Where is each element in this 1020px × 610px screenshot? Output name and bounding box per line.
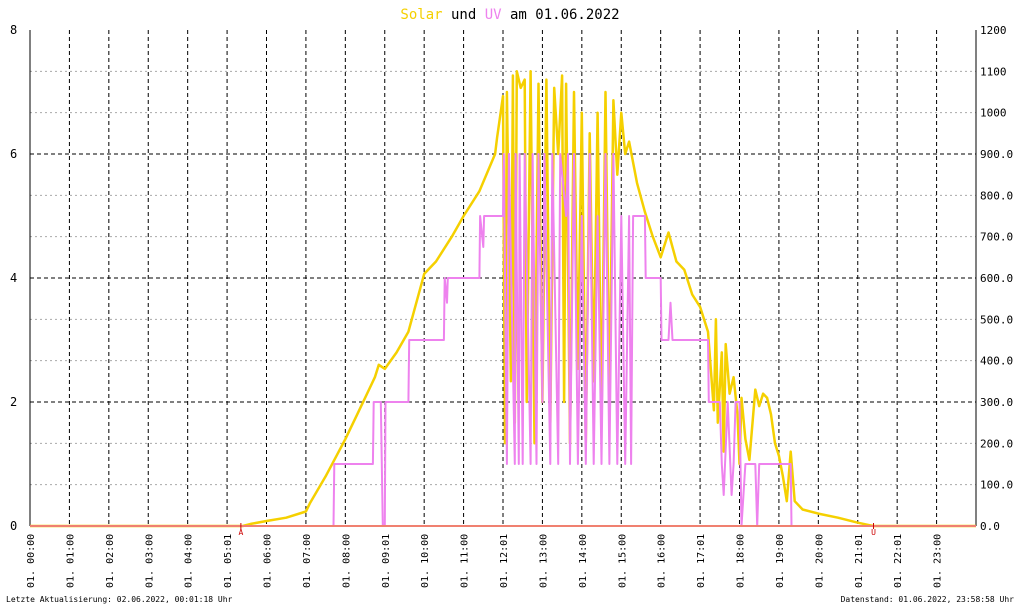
right-axis-tick-label: 400.0 <box>980 355 1013 368</box>
title-uv: UV <box>485 7 502 23</box>
right-axis-tick-label: 200.0 <box>980 437 1013 450</box>
x-axis-tick-label: 01. 16:00 <box>657 534 668 588</box>
x-axis-tick-label: 01. 10:00 <box>420 534 431 588</box>
title-solar: Solar <box>400 7 442 23</box>
title-date: am 01.06.2022 <box>502 7 620 23</box>
x-axis-tick-label: 01. 00:00 <box>26 534 37 588</box>
series <box>30 70 976 528</box>
left-axis-tick-label: 8 <box>10 23 17 37</box>
right-axis-tick-label: 100.0 <box>980 479 1013 492</box>
x-axis-tick-label: 01. 17:01 <box>696 534 707 588</box>
right-axis-tick-label: 1100 <box>980 65 1007 78</box>
axes <box>29 30 977 526</box>
right-axis-tick-label: 0.0 <box>980 520 1000 533</box>
right-axis-tick-label: 1200 <box>980 24 1007 37</box>
sun-marker-label: A <box>238 528 243 537</box>
title-und: und <box>443 7 485 23</box>
left-axis-tick-label: 0 <box>10 519 17 533</box>
footer-last-update: Letzte Aktualisierung: 02.06.2022, 00:01… <box>6 595 233 604</box>
x-axis-tick-label: 01. 20:00 <box>814 534 825 588</box>
solar-series-line <box>30 70 976 528</box>
footer-data-status: Datenstand: 01.06.2022, 23:58:58 Uhr <box>841 595 1015 604</box>
sun-marker-label: U <box>871 528 876 537</box>
x-axis-tick-label: 01. 04:00 <box>184 534 195 588</box>
right-axis-tick-label: 500.0 <box>980 313 1013 326</box>
x-axis-tick-label: 01. 19:00 <box>775 534 786 588</box>
x-axis-tick-label: 01. 14:00 <box>578 534 589 588</box>
x-axis-tick-label: 01. 07:00 <box>302 534 313 588</box>
left-axis-tick-label: 4 <box>10 271 17 285</box>
x-axis-tick-label: 01. 05:01 <box>223 534 234 588</box>
right-axis-tick-label: 600.0 <box>980 272 1013 285</box>
right-axis-tick-label: 700.0 <box>980 231 1013 244</box>
x-axis-tick-label: 01. 13:00 <box>538 534 549 588</box>
x-axis-tick-label: 01. 03:00 <box>144 534 155 588</box>
right-axis-tick-label: 800.0 <box>980 189 1013 202</box>
x-axis-tick-label: 01. 06:00 <box>263 534 274 588</box>
uv-series-line <box>30 153 976 527</box>
x-axis-tick-label: 01. 23:00 <box>933 534 944 588</box>
tick-labels: 0 2 4 6 8 0.0 100.0 200.0 300.0 400.0 500.0 600.0 70… <box>10 23 1013 588</box>
right-axis-tick-label: 1000 <box>980 107 1007 120</box>
x-axis-tick-label: 01. 22:01 <box>893 534 904 588</box>
right-axis-tick-label: 300.0 <box>980 396 1013 409</box>
right-axis-tick-label: 900.0 <box>980 148 1013 161</box>
left-axis-tick-label: 6 <box>10 147 17 161</box>
x-axis-tick-label: 01. 09:01 <box>381 534 392 588</box>
left-axis-tick-label: 2 <box>10 395 17 409</box>
x-axis-tick-label: 01. 12:01 <box>499 534 510 588</box>
x-axis-tick-label: 01. 15:00 <box>617 534 628 588</box>
chart-title: Solar und UV am 01.06.2022 <box>400 7 619 23</box>
x-axis-tick-label: 01. 08:00 <box>341 534 352 588</box>
x-axis-tick-label: 01. 18:00 <box>736 534 747 588</box>
x-axis-tick-label: 01. 11:00 <box>460 534 471 588</box>
x-axis-tick-label: 01. 21:01 <box>854 534 865 588</box>
x-axis-tick-label: 01. 01:00 <box>65 534 76 588</box>
x-axis-tick-label: 01. 02:00 <box>105 534 116 588</box>
